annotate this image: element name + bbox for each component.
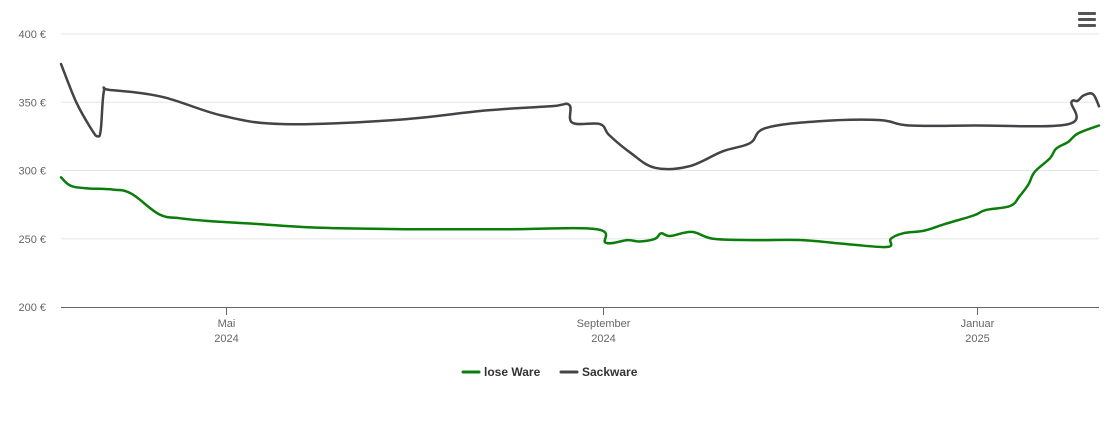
x-tick-label: September [577,318,631,330]
legend-item[interactable]: lose Ware [461,365,541,379]
legend-label: lose Ware [484,365,541,379]
y-tick-label: 300 € [18,166,46,178]
y-axis: 200 € 250 € 300 € 350 € 400 € [18,29,46,314]
legend-item[interactable]: Sackware [559,365,638,379]
x-tick-label: Januar [961,318,995,330]
y-tick-label: 350 € [18,97,46,109]
y-tick-label: 200 € [18,302,46,314]
x-tick-year-label: 2024 [591,333,615,345]
series-line-lose-ware [59,124,1101,249]
x-tick-year-label: 2025 [965,333,989,345]
x-axis: Mai 2024 September 2024 Januar 2025 [61,307,1099,345]
y-tick-label: 400 € [18,29,46,41]
grid-lines [61,33,1099,240]
chart-menu-button[interactable] [1078,12,1096,28]
legend-label: Sackware [582,365,638,379]
series-line-sackware [59,62,1101,171]
y-tick-label: 250 € [18,234,46,246]
x-tick-year-label: 2024 [214,333,238,345]
series-lines [59,62,1101,249]
legend: lose Ware Sackware [461,365,638,379]
x-tick-label: Mai [218,318,236,330]
hamburger-icon [1078,12,1096,15]
